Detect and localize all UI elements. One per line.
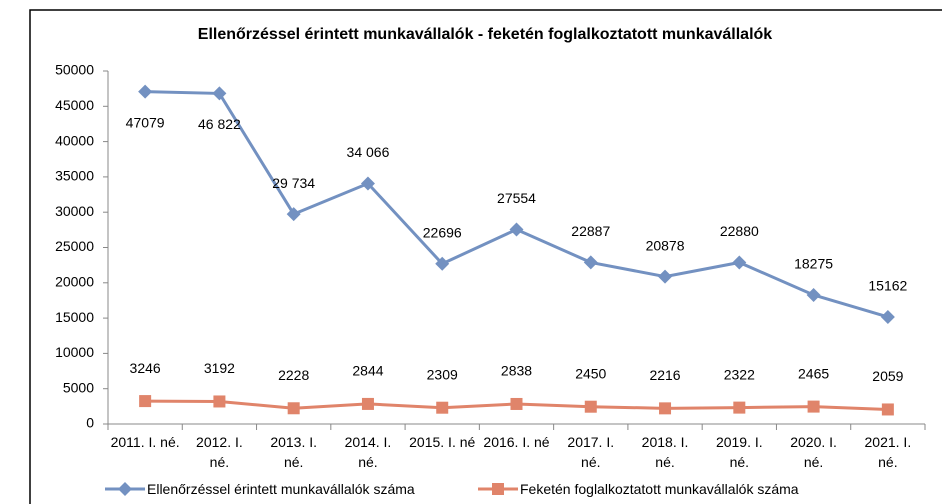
x-tick-label: 2020. I. né. (790, 434, 837, 470)
data-label: 22696 (423, 224, 462, 240)
data-label: 2228 (278, 367, 309, 383)
legend-marker (492, 483, 504, 495)
data-point (658, 269, 673, 284)
data-point (212, 86, 227, 101)
chart-title: Ellenőrzéssel érintett munkavállalók - f… (198, 26, 772, 43)
x-tick-label: 2014. I. né. (344, 434, 392, 470)
data-point (510, 397, 523, 410)
data-point (659, 402, 672, 415)
y-tick-label: 20000 (55, 274, 94, 290)
x-tick-label: 2021. I. né. (864, 434, 912, 470)
data-label: 3246 (130, 360, 161, 376)
data-label: 47079 (126, 114, 165, 130)
data-point (807, 400, 820, 413)
data-label: 15162 (868, 278, 907, 294)
data-point (584, 400, 597, 413)
data-label: 2465 (798, 365, 829, 381)
data-point (880, 309, 895, 324)
data-label: 18275 (794, 256, 833, 272)
chart-frame (29, 9, 942, 504)
data-label: 27554 (497, 190, 536, 206)
y-tick-label: 40000 (55, 132, 94, 148)
y-tick-label: 10000 (55, 344, 94, 360)
y-tick-label: 5000 (63, 379, 94, 395)
legend-label: Feketén foglalkoztatott munkavállalók sz… (520, 481, 799, 497)
data-point (139, 395, 152, 408)
x-tick-label: 2016. I. né (483, 434, 550, 450)
x-tick-label: 2018. I. né. (641, 434, 689, 470)
data-point (733, 401, 746, 414)
x-tick-label: 2012. I. né. (196, 434, 243, 470)
data-label: 34 066 (347, 144, 390, 160)
data-label: 20878 (646, 237, 685, 253)
y-tick-label: 45000 (55, 97, 94, 113)
data-label: 2844 (352, 363, 383, 379)
data-point (509, 222, 524, 237)
data-label: 2450 (575, 365, 606, 381)
data-point (732, 255, 747, 270)
data-point (287, 402, 300, 415)
data-label: 46 822 (198, 116, 241, 132)
y-tick-label: 50000 (55, 62, 94, 78)
data-label: 2322 (724, 366, 755, 382)
data-point (361, 397, 374, 410)
data-point (806, 287, 821, 302)
legend-marker (118, 482, 132, 496)
y-tick-label: 15000 (55, 309, 94, 325)
x-tick-label: 2011. I. né. (110, 434, 180, 450)
legend-label: Ellenőrzéssel érintett munkavállalók szá… (147, 481, 415, 497)
data-label: 22880 (720, 223, 759, 239)
data-point (286, 207, 301, 222)
data-label: 29 734 (272, 175, 315, 191)
data-point (138, 84, 153, 99)
x-tick-label: 2019. I. né. (715, 434, 763, 470)
y-tick-label: 0 (86, 415, 94, 431)
data-label: 2838 (501, 363, 532, 379)
data-point (435, 256, 450, 271)
data-label: 2309 (427, 366, 458, 382)
x-tick-label: 2015. I. né (409, 434, 476, 450)
data-point (213, 395, 226, 408)
y-tick-label: 35000 (55, 168, 94, 184)
data-point (436, 401, 449, 414)
data-label: 2216 (649, 367, 680, 383)
data-point (360, 176, 375, 191)
data-point (583, 255, 598, 270)
y-tick-label: 30000 (55, 203, 94, 219)
x-tick-label: 2013. I. né. (270, 434, 318, 470)
x-tick-label: 2017. I. né. (567, 434, 615, 470)
data-label: 22887 (571, 223, 610, 239)
data-label: 3192 (204, 360, 235, 376)
data-label: 2059 (872, 368, 903, 384)
data-point (881, 403, 894, 416)
y-tick-label: 25000 (55, 238, 94, 254)
